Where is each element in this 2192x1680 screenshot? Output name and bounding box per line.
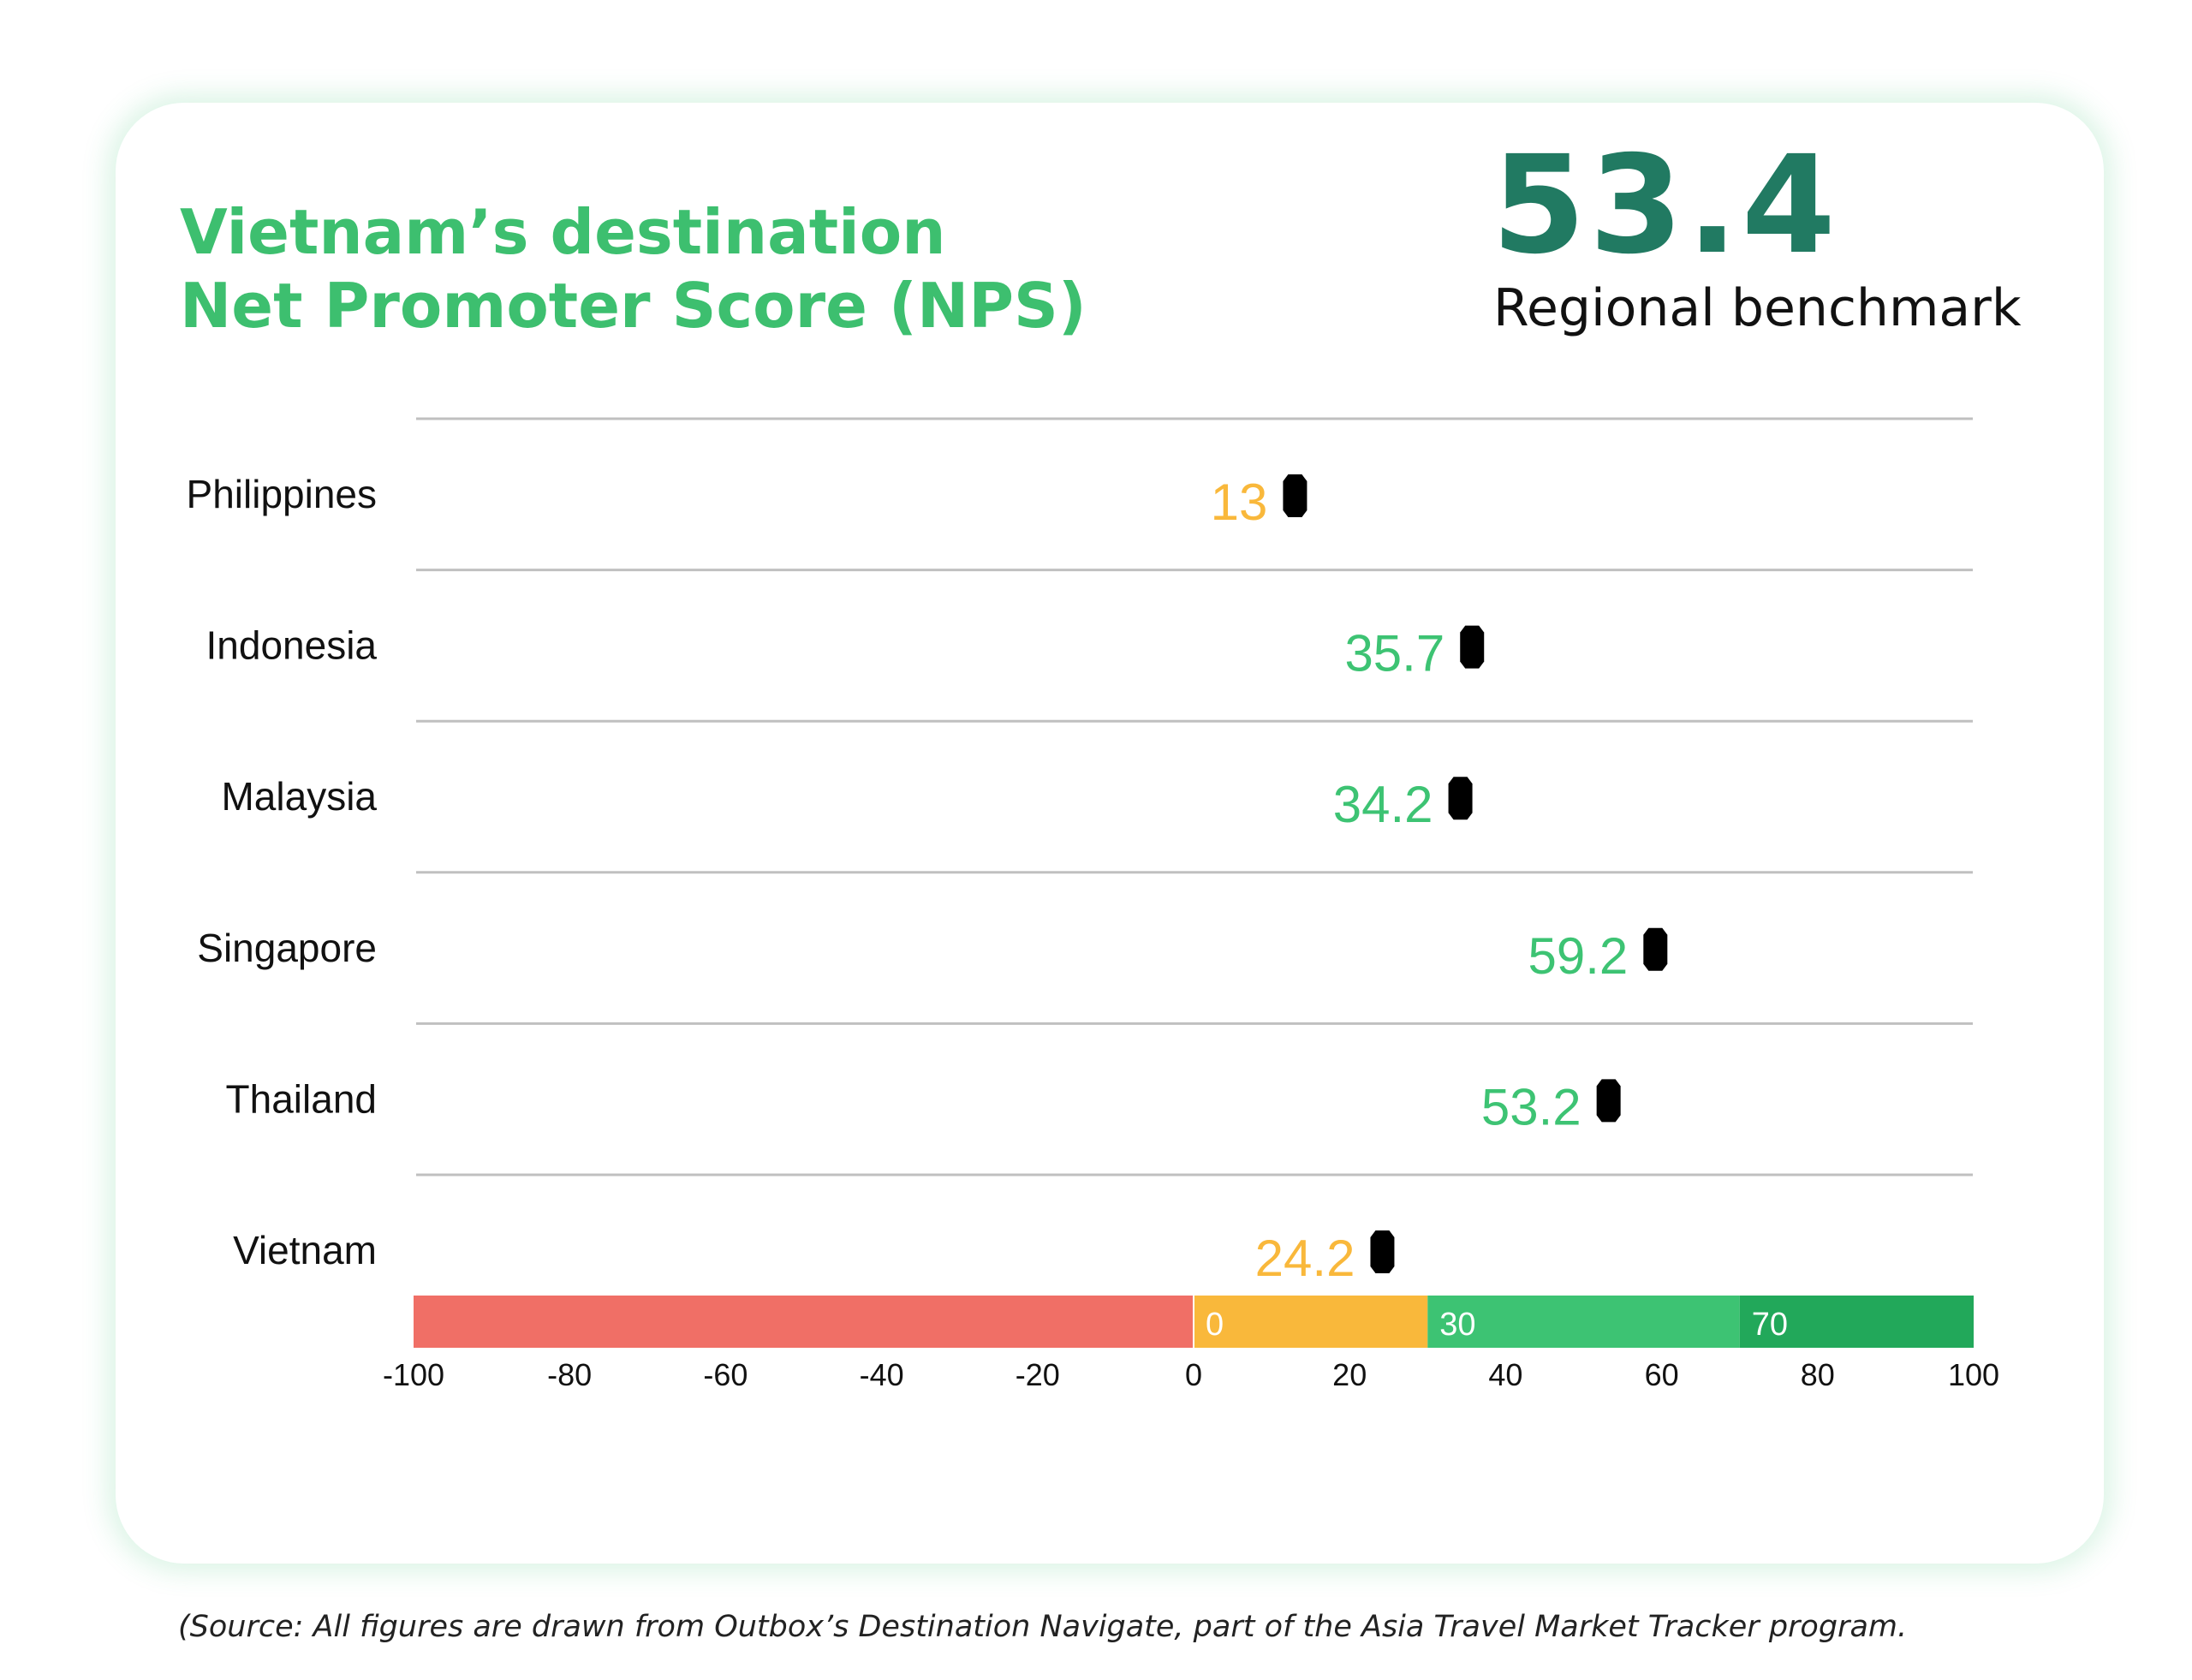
category-label: Indonesia bbox=[206, 623, 378, 668]
band-label: 70 bbox=[1752, 1307, 1788, 1343]
x-tick-label: 60 bbox=[1645, 1357, 1679, 1392]
x-tick-label: -20 bbox=[1016, 1357, 1060, 1392]
x-tick-label: 100 bbox=[1948, 1357, 1999, 1392]
data-marker bbox=[1643, 927, 1668, 971]
data-marker bbox=[1448, 777, 1473, 820]
data-marker bbox=[1596, 1079, 1621, 1123]
nps-band bbox=[1194, 1296, 1428, 1348]
band-label: 30 bbox=[1439, 1307, 1475, 1343]
data-label: 24.2 bbox=[1255, 1230, 1355, 1287]
x-tick-label: 0 bbox=[1185, 1357, 1202, 1392]
category-label: Malaysia bbox=[221, 774, 377, 819]
nps-band bbox=[1427, 1296, 1740, 1348]
data-label: 53.2 bbox=[1481, 1078, 1581, 1135]
x-tick-label: 20 bbox=[1332, 1357, 1367, 1392]
benchmark-label: Regional benchmark bbox=[1493, 278, 2022, 338]
category-label: Thailand bbox=[226, 1076, 377, 1121]
data-label: 13 bbox=[1211, 474, 1268, 531]
nps-band bbox=[414, 1296, 1194, 1348]
data-label: 35.7 bbox=[1344, 625, 1444, 682]
category-label: Philippines bbox=[187, 472, 377, 516]
x-tick-label: -60 bbox=[703, 1357, 748, 1392]
x-tick-label: 40 bbox=[1488, 1357, 1522, 1392]
data-marker bbox=[1283, 474, 1307, 517]
source-note: (Source: All figures are drawn from Outb… bbox=[178, 1610, 1908, 1644]
title-line-2: Net Promoter Score (NPS) bbox=[180, 270, 1087, 342]
category-label: Singapore bbox=[197, 926, 377, 970]
data-marker bbox=[1460, 625, 1485, 669]
category-label: Vietnam bbox=[233, 1228, 377, 1272]
data-label: 34.2 bbox=[1333, 776, 1433, 833]
chart-title: Vietnam’s destination Net Promoter Score… bbox=[180, 195, 1087, 343]
x-tick-label: -40 bbox=[860, 1357, 904, 1392]
data-label: 59.2 bbox=[1528, 927, 1629, 985]
band-label: 0 bbox=[1206, 1307, 1224, 1343]
title-line-1: Vietnam’s destination bbox=[180, 196, 946, 268]
nps-band bbox=[1739, 1296, 1974, 1348]
x-tick-label: -100 bbox=[383, 1357, 444, 1392]
x-tick-label: 80 bbox=[1801, 1357, 1835, 1392]
data-marker bbox=[1370, 1230, 1395, 1273]
benchmark-value: 53.4 bbox=[1492, 127, 1839, 284]
x-tick-label: -80 bbox=[547, 1357, 592, 1392]
